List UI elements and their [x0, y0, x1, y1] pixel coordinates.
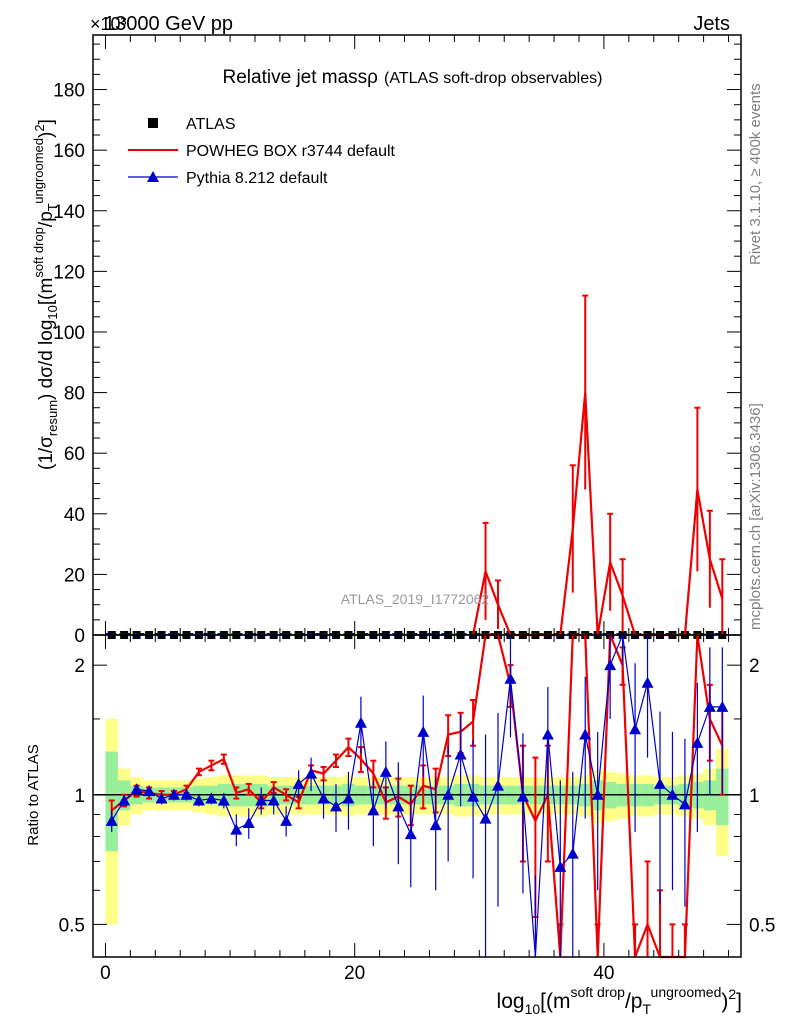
pythia-ratio-marker — [554, 860, 567, 872]
pythia-ratio-marker — [317, 792, 330, 804]
legend-pythia-label: Pythia 8.212 default — [186, 170, 328, 187]
main-y-tick-label: 140 — [53, 202, 85, 223]
pythia-ratio-marker — [180, 788, 193, 800]
pythia-ratio-marker — [454, 748, 467, 760]
x-tick-label: 20 — [344, 963, 365, 984]
main-y-tick-label: 80 — [64, 384, 85, 405]
pythia-ratio-marker — [541, 728, 554, 740]
pythia-ratio-marker — [666, 788, 679, 800]
pythia-ratio-marker — [255, 794, 268, 806]
main-plot-panel: Relative jet massρ (ATLAS soft-drop obse… — [31, 34, 742, 639]
pythia-ratio-marker — [367, 804, 380, 816]
pythia-ratio-marker — [604, 659, 617, 671]
main-y-tick-label: 120 — [53, 262, 85, 283]
x-axis-label: log10[(msoft drop/pTungroomed)2] — [497, 984, 742, 1017]
pythia-ratio-marker — [292, 777, 305, 789]
ratio-y-tick-label-right: 2 — [749, 656, 760, 677]
pythia-ratio-marker — [566, 847, 579, 859]
ratio-y-tick-label-left: 2 — [74, 656, 85, 677]
x-tick-label: 40 — [593, 963, 614, 984]
svg-text:log10[(msoft drop/pTungroomed): log10[(msoft drop/pTungroomed)2] — [497, 984, 742, 1017]
pythia-ratio-marker — [654, 777, 666, 789]
pythia-ratio-marker — [492, 779, 504, 791]
main-y-tick-label: 40 — [64, 505, 85, 526]
ratio-y-tick-label-right: 1 — [749, 786, 760, 807]
pythia-ratio-marker — [629, 723, 642, 735]
svg-text:(1/σresum) dσ/d log10[(msoft d: (1/σresum) dσ/d log10[(msoft drop/pTungr… — [31, 119, 60, 470]
y-axis-exponent: ×10³ — [90, 14, 127, 34]
legend-atlas-label: ATLAS — [186, 116, 236, 133]
plot-title: Relative jet massρ — [223, 67, 379, 88]
pythia-ratio-marker — [305, 767, 318, 779]
pythia-ratio-marker — [591, 788, 604, 800]
pythia-ratio-marker — [429, 819, 442, 831]
pythia-ratio-marker — [342, 792, 355, 804]
ratio-y-tick-label-left: 1 — [74, 786, 85, 807]
pythia-ratio-marker — [404, 828, 417, 840]
rivet-version-label: Rivet 3.1.10, ≥ 400k events — [747, 83, 764, 265]
uncertainty-band-green — [716, 768, 729, 826]
main-y-tick-label: 20 — [64, 565, 85, 586]
legend-powheg-label: POWHEG BOX r3744 default — [186, 143, 396, 160]
ratio-y-tick-label-left: 0.5 — [59, 915, 85, 936]
powheg-main-line — [471, 392, 724, 637]
pythia-ratio-marker — [641, 676, 654, 688]
pythia-ratio-marker — [516, 790, 529, 802]
plot-subtitle: (ATLAS soft-drop observables) — [384, 70, 602, 87]
pythia-ratio-marker — [716, 700, 729, 712]
pythia-ratio-marker — [143, 785, 156, 797]
pythia-ratio-marker — [105, 814, 118, 826]
legend-pythia-marker — [147, 171, 159, 182]
pythia-ratio-marker — [467, 790, 480, 802]
pythia-ratio-marker — [678, 798, 691, 810]
pythia-ratio-marker — [691, 736, 704, 748]
pythia-ratio-marker — [230, 823, 243, 835]
main-y-tick-label: 100 — [53, 323, 85, 344]
mcplots-credit-label: mcplots.cern.ch [arXiv:1306.3436] — [747, 403, 764, 630]
ratio-plot-frame — [92, 634, 742, 958]
legend: ATLAS POWHEG BOX r3744 default Pythia 8.… — [128, 116, 396, 187]
ratio-y-axis-label: Ratio to ATLAS — [25, 744, 42, 845]
pythia-ratio-marker — [192, 794, 205, 806]
header-process-label: Jets — [693, 13, 730, 35]
pythia-ratio-marker — [217, 794, 230, 806]
pythia-ratio-marker — [155, 792, 168, 804]
powheg-ratio-line — [111, 633, 724, 959]
main-y-tick-label: 60 — [64, 444, 85, 465]
main-y-axis-label: (1/σresum) dσ/d log10[(msoft drop/pTungr… — [31, 119, 60, 470]
pythia-ratio-marker — [479, 812, 492, 824]
pythia-ratio-marker — [168, 788, 180, 800]
pythia-ratio-marker — [379, 765, 392, 777]
pythia-ratio-marker — [330, 800, 342, 812]
pythia-ratio-marker — [242, 816, 255, 828]
main-y-tick-label: 180 — [53, 81, 85, 102]
analysis-watermark: ATLAS_2019_I1772062 — [341, 591, 490, 607]
pythia-ratio-marker — [130, 783, 143, 795]
pythia-ratio-marker — [118, 794, 131, 806]
header-beam-label: 13000 GeV pp — [104, 13, 233, 35]
main-y-tick-label: 0 — [74, 626, 85, 647]
pythia-ratio-marker — [442, 788, 455, 800]
pythia-ratio-marker — [392, 800, 405, 812]
x-tick-label: 0 — [100, 963, 111, 984]
main-y-tick-label: 160 — [53, 141, 85, 162]
pythia-ratio-marker — [579, 728, 592, 740]
pythia-ratio-marker — [504, 672, 517, 684]
pythia-ratio-marker — [205, 792, 218, 804]
pythia-ratio-marker — [417, 725, 430, 737]
ratio-plot-panel: Ratio to ATLAS — [25, 632, 742, 959]
pythia-ratio-marker — [703, 700, 716, 712]
pythia-ratio-marker — [267, 794, 280, 806]
ratio-y-tick-label-right: 0.5 — [749, 915, 775, 936]
legend-atlas-marker — [148, 118, 158, 128]
pythia-ratio-marker — [280, 814, 293, 826]
pythia-ratio-marker — [354, 716, 367, 728]
